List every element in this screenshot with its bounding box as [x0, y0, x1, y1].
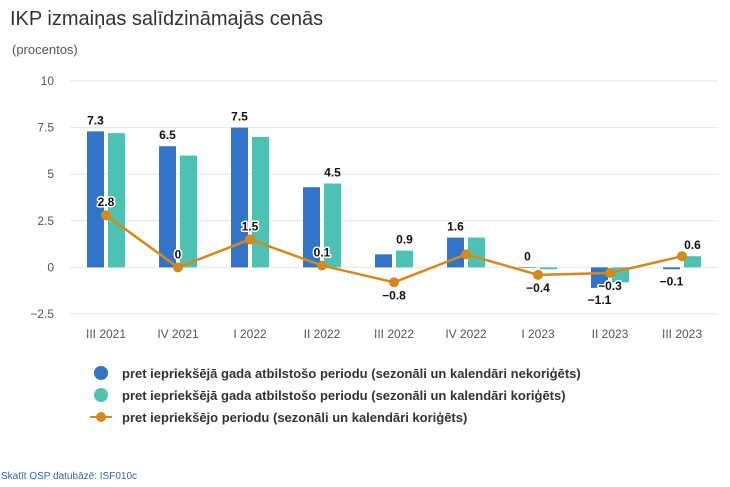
bar-data-label: 0: [524, 249, 531, 263]
bar-data-label: 7.3: [87, 113, 104, 127]
line-point[interactable]: [245, 234, 255, 245]
bar-series-2[interactable]: [252, 136, 269, 268]
bar-data-label: 1.6: [447, 220, 464, 234]
x-tick-label: IV 2021: [157, 327, 199, 341]
bar-series-1[interactable]: [663, 267, 680, 270]
line-marker-icon: [90, 410, 112, 424]
bar-data-label: 7.5: [231, 110, 248, 124]
x-tick-label: II 2022: [304, 327, 341, 341]
x-tick-label: I 2023: [521, 327, 555, 341]
line-data-label: −0.8: [382, 288, 406, 302]
bar-series-2[interactable]: [684, 256, 701, 268]
chart-plot: −2.5 0 2.5 5 7.5 10 III 2021 IV 2021 I 2022 II 20…: [30, 74, 718, 341]
legend-label: pret iepriekšējā gada atbilstošo periodu…: [122, 387, 566, 403]
bar-series-1[interactable]: [375, 254, 392, 268]
bar-data-label: 4.5: [324, 166, 341, 180]
line-data-label: −0.3: [598, 279, 622, 293]
bar-series-1[interactable]: [87, 131, 104, 268]
y-tick-label: 10: [41, 74, 55, 88]
chart-title: IKP izmaiņas salīdzināmajās cenās: [10, 8, 324, 30]
bar-series-2[interactable]: [108, 133, 125, 268]
bar-series-2[interactable]: [324, 183, 341, 268]
bar-series-1[interactable]: [519, 267, 536, 268]
line-point[interactable]: [605, 267, 615, 278]
bar-series-2[interactable]: [540, 267, 557, 270]
y-tick-label: −2.5: [30, 307, 54, 321]
database-link[interactable]: Skatīt OSP datubāzē: ISF010c: [1, 471, 138, 482]
bar-series-1[interactable]: [159, 146, 176, 268]
chart-subtitle: (procentos): [12, 42, 78, 57]
legend-item-series-2[interactable]: pret iepriekšējā gada atbilstošo periodu…: [90, 384, 581, 406]
line-point[interactable]: [533, 269, 543, 280]
x-tick-label: II 2023: [592, 327, 629, 341]
bar-data-label: −0.1: [660, 274, 684, 288]
legend-item-series-1[interactable]: pret iepriekšējā gada atbilstošo periodu…: [90, 362, 581, 384]
bar-series-2[interactable]: [396, 250, 413, 268]
legend-item-series-3[interactable]: pret iepriekšējo periodu (sezonāli un ka…: [90, 406, 581, 428]
line-data-label: 1.5: [242, 219, 259, 233]
line-point[interactable]: [461, 249, 471, 260]
x-tick-label: III 2021: [86, 327, 126, 341]
x-tick-label: III 2022: [374, 327, 414, 341]
line-data-label: 0: [175, 247, 182, 261]
legend-label: pret iepriekšējā gada atbilstošo periodu…: [122, 365, 581, 381]
y-tick-label: 0: [47, 260, 54, 274]
x-tick-label: III 2023: [662, 327, 702, 341]
x-tick-label: I 2022: [233, 327, 267, 341]
bar-series-1[interactable]: [303, 187, 320, 268]
bar-series-2[interactable]: [180, 155, 197, 268]
line-point[interactable]: [317, 260, 327, 271]
y-tick-label: 5: [47, 167, 54, 181]
bar-data-label: 6.5: [159, 128, 176, 142]
x-tick-label: IV 2022: [445, 327, 487, 341]
legend-label: pret iepriekšējo periodu (sezonāli un ka…: [122, 409, 468, 425]
line-point[interactable]: [389, 277, 399, 288]
line-point[interactable]: [173, 262, 183, 273]
circle-icon: [90, 366, 112, 380]
bar-data-label: −1.1: [588, 293, 612, 307]
line-point[interactable]: [677, 251, 687, 262]
bar-data-label: 0.6: [684, 238, 701, 252]
line-point[interactable]: [101, 210, 111, 221]
line-data-label: 2.8: [98, 195, 115, 209]
y-tick-label: 2.5: [37, 214, 54, 228]
line-data-label: 0.1: [314, 246, 331, 260]
bar-data-label: 0.9: [396, 233, 413, 247]
y-tick-label: 7.5: [37, 121, 54, 135]
chart-legend: pret iepriekšējā gada atbilstošo periodu…: [90, 362, 581, 428]
bar-series-2[interactable]: [468, 237, 485, 268]
circle-icon: [90, 388, 112, 402]
bar-series-1[interactable]: [231, 127, 248, 268]
line-data-label: −0.4: [526, 281, 550, 295]
